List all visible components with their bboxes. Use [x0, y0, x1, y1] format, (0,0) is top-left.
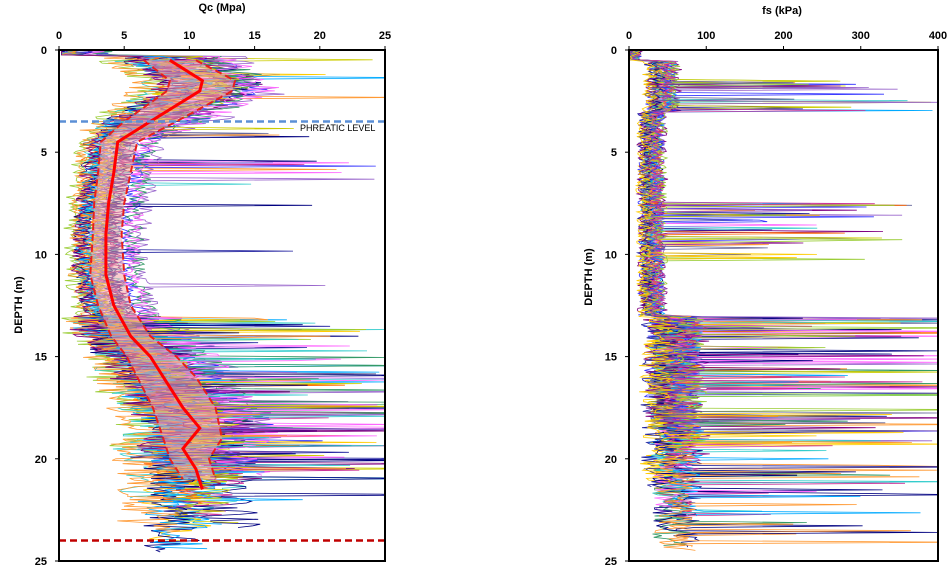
qc-y-tick-label: 5: [41, 147, 47, 159]
qc-x-tick-label: 10: [183, 30, 195, 42]
fs-x-tick-label: 100: [697, 30, 715, 42]
phreatic-level-label: PHREATIC LEVEL: [300, 123, 375, 133]
qc-x-tick-label: 5: [121, 30, 127, 42]
fs-y-tick-label: 20: [605, 454, 617, 466]
fs-cpt-trace: [630, 50, 950, 519]
qc-y-tick-label: 25: [35, 556, 47, 568]
fs-y-tick-label: 25: [605, 556, 617, 568]
fs-x-tick-label: 400: [929, 30, 947, 42]
qc-y-tick-label: 20: [35, 454, 47, 466]
qc-x-tick-label: 25: [379, 30, 391, 42]
qc-y-tick-label: 0: [41, 45, 47, 57]
qc-chart-title: Qc (Mpa): [198, 2, 245, 14]
fs-y-axis-label: DEPTH (m): [583, 248, 595, 306]
fs-x-tick-label: 0: [626, 30, 632, 42]
fs-chart: fs (kPa) DEPTH (m) 0 100 200 300 400 0 5 10 15 20…: [583, 5, 950, 568]
fs-chart-title: fs (kPa): [762, 5, 802, 17]
fs-x-tick-label: 300: [852, 30, 870, 42]
qc-y-tick-label: 15: [35, 352, 47, 364]
qc-y-tick-label: 10: [35, 249, 47, 261]
fs-y-tick-label: 10: [605, 249, 617, 261]
qc-x-tick-label: 0: [56, 30, 62, 42]
fs-cpt-traces: [630, 50, 950, 550]
qc-x-tick-label: 15: [248, 30, 260, 42]
fs-y-tick-label: 15: [605, 352, 617, 364]
fs-y-tick-label: 5: [611, 147, 617, 159]
qc-y-axis-label: DEPTH (m): [13, 276, 25, 334]
fs-x-tick-label: 200: [774, 30, 792, 42]
qc-x-tick-label: 20: [314, 30, 326, 42]
fs-y-tick-label: 0: [611, 45, 617, 57]
